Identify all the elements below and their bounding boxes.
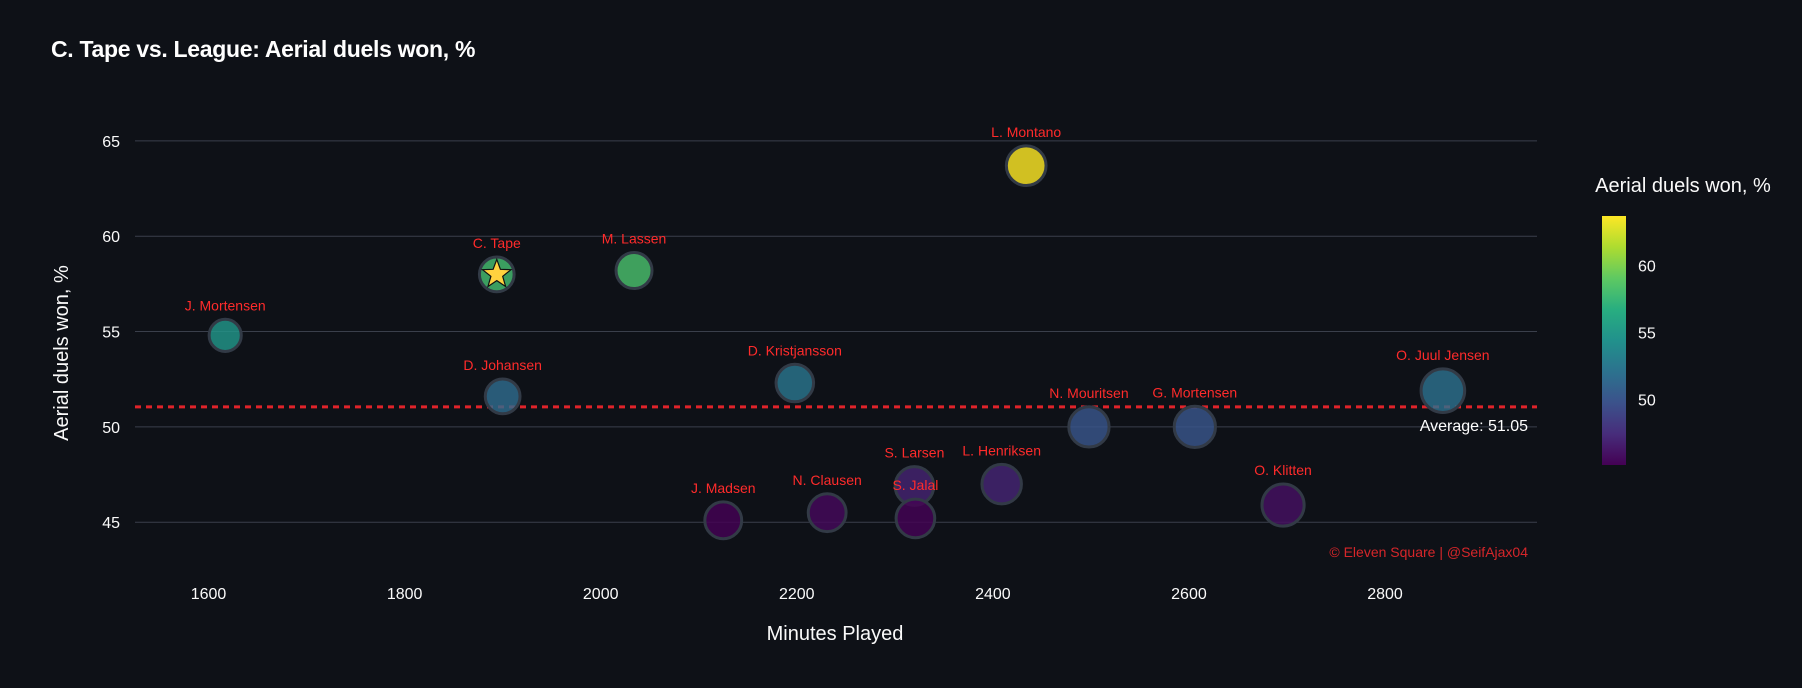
point-o-juul-jensen <box>1419 367 1467 414</box>
point-labels: J. Mortensen C. Tape D. Johansen M. Lassen D… <box>185 124 1490 496</box>
x-axis-ticks: 1600 1800 2000 2200 2400 2600 2800 <box>191 586 1403 603</box>
average-line-group: Average: 51.05 <box>135 405 1537 435</box>
colorbar-tick-label: 60 <box>1638 259 1656 276</box>
x-tick-label: 2000 <box>583 586 619 603</box>
point-o-klitten <box>1260 482 1306 528</box>
y-tick-label: 50 <box>102 420 120 437</box>
x-tick-label: 2200 <box>779 586 815 603</box>
point-d-kristjansson <box>774 362 816 404</box>
point-j-mortensen <box>207 317 243 353</box>
point-s-jalal <box>894 497 937 540</box>
x-tick-label: 1600 <box>191 586 227 603</box>
x-tick-label: 2600 <box>1171 586 1207 603</box>
point-label: O. Klitten <box>1254 462 1312 478</box>
point-label: J. Madsen <box>691 480 756 496</box>
highlight-star-icon <box>480 257 513 288</box>
y-tick-label: 55 <box>102 325 120 342</box>
x-tick-label: 2400 <box>975 586 1011 603</box>
x-axis-title: Minutes Played <box>767 623 904 645</box>
y-axis-ticks: 45 50 55 60 65 <box>102 134 120 532</box>
chart-title: C. Tape vs. League: Aerial duels won, % <box>51 36 476 62</box>
colorbar-gradient <box>1602 216 1626 465</box>
point-label: N. Mouritsen <box>1049 385 1128 401</box>
y-axis-title: Aerial duels won, % <box>51 265 73 441</box>
point-g-mortensen <box>1172 404 1217 450</box>
x-tick-label: 1800 <box>387 586 423 603</box>
x-tick-label: 2800 <box>1367 586 1403 603</box>
point-label: S. Jalal <box>892 477 938 493</box>
colorbar-tick-label: 55 <box>1638 325 1656 342</box>
credit-text: © Eleven Square | @SeifAjax04 <box>1329 544 1528 560</box>
point-label: C. Tape <box>473 235 521 251</box>
y-tick-label: 65 <box>102 134 120 151</box>
point-label: M. Lassen <box>602 231 667 247</box>
y-tick-label: 60 <box>102 229 120 246</box>
point-label: O. Juul Jensen <box>1396 347 1489 363</box>
y-tick-label: 45 <box>102 515 120 532</box>
point-l-henriksen <box>980 462 1023 506</box>
gridlines <box>135 140 1537 523</box>
average-label: Average: 51.05 <box>1420 418 1528 435</box>
colorbar: Aerial duels won, % 50 55 60 <box>1595 175 1771 465</box>
point-label: L. Montano <box>991 124 1061 140</box>
point-label: D. Kristjansson <box>748 342 842 358</box>
point-label: J. Mortensen <box>185 297 266 313</box>
point-label: N. Clausen <box>793 472 862 488</box>
point-label: G. Mortensen <box>1152 384 1237 400</box>
point-m-lassen <box>614 251 654 291</box>
colorbar-title: Aerial duels won, % <box>1595 175 1771 197</box>
colorbar-ticks: 50 55 60 <box>1638 259 1656 410</box>
point-l-montano <box>1004 144 1048 188</box>
point-j-madsen <box>703 500 744 541</box>
point-n-clausen <box>806 492 848 534</box>
point-label: D. Johansen <box>463 357 542 373</box>
data-points <box>207 144 1467 541</box>
point-label: S. Larsen <box>884 445 944 461</box>
point-d-johansen <box>483 377 522 416</box>
colorbar-tick-label: 50 <box>1638 392 1656 409</box>
point-n-mouritsen <box>1067 405 1111 449</box>
point-label: L. Henriksen <box>962 442 1041 458</box>
